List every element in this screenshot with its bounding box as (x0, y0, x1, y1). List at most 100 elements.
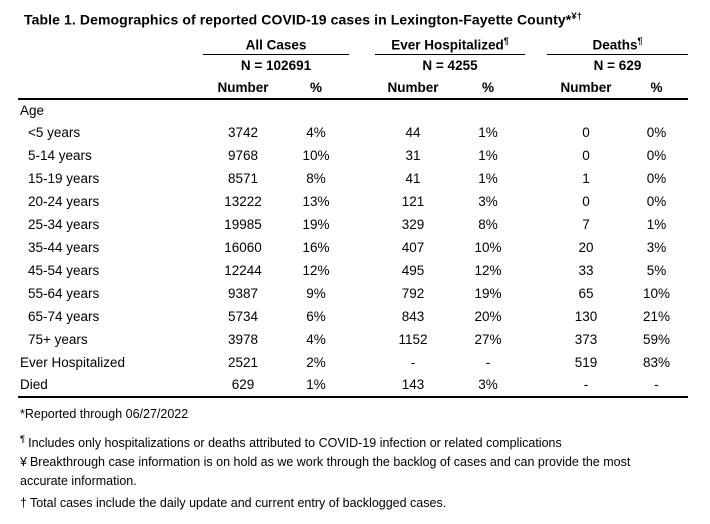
value-cell: 519 (574, 354, 598, 370)
value-cell: 9387 (227, 285, 259, 301)
value-cell: 407 (401, 239, 425, 255)
footnote-marker: † (20, 495, 27, 510)
value-cell: 41 (405, 170, 421, 186)
table-row: 75+ years 3978 4% 1152 27% 373 59% (18, 328, 688, 351)
value-cell: 8% (306, 170, 326, 186)
value-cell: 0% (646, 147, 667, 163)
value-cell: - (547, 373, 626, 398)
empty-cell (18, 76, 203, 100)
gap-cell (525, 282, 547, 305)
table-row: 5-14 years 9768 10% 31 1% 0 0% (18, 144, 688, 167)
value-cell: 7 (582, 216, 590, 232)
row-label: Ever Hospitalized (20, 354, 126, 370)
value-cell: 19985 (224, 216, 262, 232)
value-cell: 27% (474, 331, 502, 347)
value-cell: 59% (643, 331, 671, 347)
value-cell: 8% (478, 216, 498, 232)
value-cell: 495 (401, 262, 425, 278)
value-cell: 4% (306, 124, 326, 140)
row-label: 25-34 years (28, 216, 100, 232)
empty-cell (18, 34, 203, 55)
value-cell: 10% (474, 239, 502, 255)
value-cell: 843 (401, 308, 425, 324)
value-cell: 13% (302, 193, 330, 209)
row-label: 20-24 years (28, 193, 100, 209)
table-row: 25-34 years 19985 19% 329 8% 7 1% (18, 213, 688, 236)
gap-cell (349, 55, 375, 77)
footnote-reported-through: *Reported through 06/27/2022 (20, 406, 710, 422)
gap-cell (525, 236, 547, 259)
footnote-text: Reported through 06/27/2022 (24, 406, 189, 421)
group-superscript: ¶ (637, 35, 643, 46)
value-cell: 1% (478, 147, 498, 163)
table-title-text: Table 1. Demographics of reported COVID-… (24, 11, 566, 28)
gap-cell (525, 373, 548, 398)
value-cell: 5% (646, 262, 667, 278)
report-page: Table 1. Demographics of reported COVID-… (0, 11, 710, 524)
page-title: Table 1. Demographics of reported COVID-… (24, 11, 710, 28)
gap-cell (349, 144, 375, 167)
value-cell: 9% (306, 285, 326, 301)
table-row: 55-64 years 9387 9% 792 19% 65 10% (18, 282, 688, 305)
column-group-all-cases: All Cases (203, 33, 350, 56)
table-row: 35-44 years 16060 16% 407 10% 20 3% (18, 236, 688, 259)
value-cell: 21% (643, 308, 671, 324)
value-cell: 19% (474, 285, 502, 301)
footnote-breakthrough: ¥ Breakthrough case information is on hol… (20, 453, 642, 491)
value-cell: 12244 (224, 262, 262, 278)
column-group-deaths: Deaths¶ (547, 33, 689, 56)
group-superscript: ¶ (503, 35, 509, 46)
value-cell: 1 (582, 170, 590, 186)
column-header-percent: % (451, 76, 526, 100)
gap-cell (349, 259, 375, 282)
footnote-marker: ¶ (20, 433, 26, 445)
value-cell: 5734 (227, 308, 259, 324)
row-label: Died (18, 373, 203, 398)
gap-cell (349, 34, 375, 55)
value-cell: 0% (646, 124, 667, 140)
row-label: 45-54 years (28, 262, 100, 278)
value-cell: 33 (578, 262, 594, 278)
value-cell: 0% (646, 193, 667, 209)
value-cell: - (625, 373, 689, 398)
value-cell: 2% (306, 354, 326, 370)
n-count-all-cases: N = 102691 (240, 58, 312, 74)
n-count-deaths: N = 629 (593, 58, 642, 74)
group-label: Deaths (592, 37, 638, 53)
row-label: 55-64 years (28, 285, 100, 301)
title-asterisk-marker: * (565, 11, 572, 28)
table-row: 20-24 years 13222 13% 121 3% 0 0% (18, 190, 688, 213)
value-cell: 0 (582, 147, 590, 163)
column-header-number: Number (203, 76, 283, 100)
value-cell: 3% (478, 193, 498, 209)
value-cell: 9768 (227, 147, 259, 163)
value-cell: 121 (401, 193, 425, 209)
value-cell: 16060 (224, 239, 262, 255)
row-label: 15-19 years (28, 170, 100, 186)
gap-cell (525, 213, 547, 236)
gap-cell (349, 282, 375, 305)
value-cell: 629 (203, 373, 283, 398)
value-cell: 1% (478, 124, 498, 140)
gap-cell (525, 351, 547, 374)
value-cell: 16% (302, 239, 330, 255)
table-row: 65-74 years 5734 6% 843 20% 130 21% (18, 305, 688, 328)
value-cell: 143 (375, 373, 452, 398)
gap-cell (525, 144, 547, 167)
value-cell: 83% (643, 354, 671, 370)
n-count-ever-hospitalized: N = 4255 (422, 58, 478, 74)
value-cell: 329 (401, 216, 425, 232)
value-cell: 12% (474, 262, 502, 278)
footnote-text: Includes only hospitalizations or deaths… (28, 435, 562, 450)
row-label: 35-44 years (28, 239, 100, 255)
group-label: All Cases (245, 37, 307, 53)
value-cell: 8571 (227, 170, 259, 186)
table-row: <5 years 3742 4% 44 1% 0 0% (18, 121, 688, 144)
gap-cell (525, 34, 547, 55)
row-label: 5-14 years (28, 147, 92, 163)
value-cell: 0 (582, 193, 590, 209)
gap-cell (525, 259, 547, 282)
gap-cell (525, 55, 547, 77)
column-header-row: Number % Number % Number % (18, 76, 689, 100)
value-cell: 19% (302, 216, 330, 232)
